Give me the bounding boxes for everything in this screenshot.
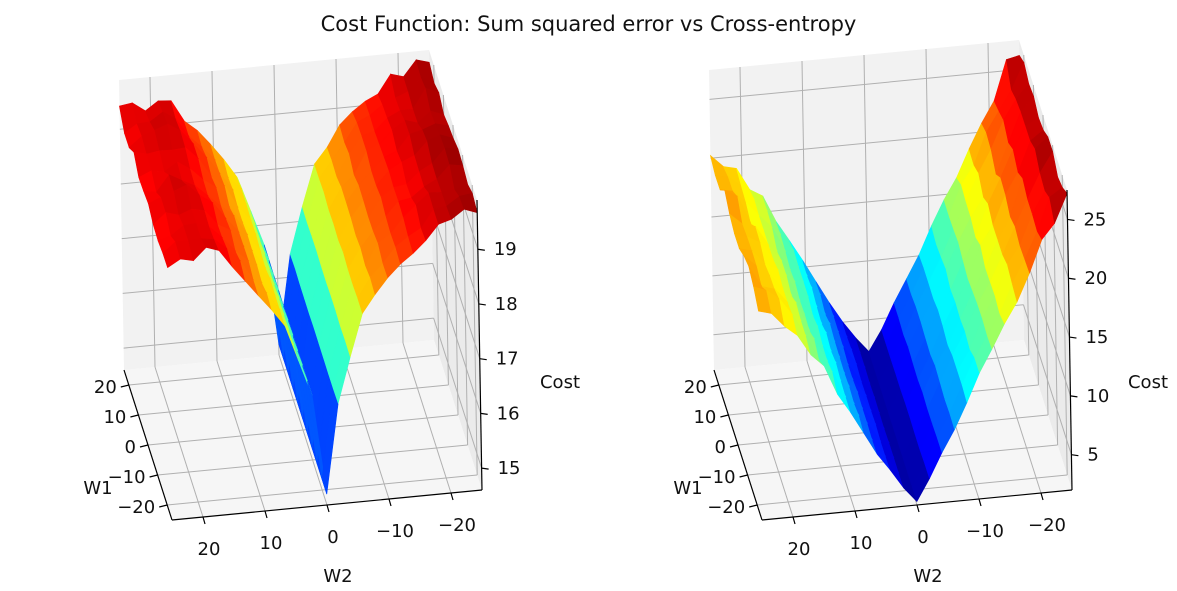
w1-tick-label: −10 <box>698 467 736 488</box>
grid-line <box>128 354 439 386</box>
cost-tick-label: 17 <box>496 349 519 370</box>
w2-tick-label: 10 <box>850 533 873 554</box>
w2-tick <box>1040 492 1044 501</box>
cost-tick <box>479 358 487 361</box>
cost-surface <box>709 55 1068 503</box>
grid-line <box>432 263 482 414</box>
grid-line <box>138 384 449 416</box>
w2-tick-label: −10 <box>376 521 414 542</box>
grid-line <box>157 444 468 476</box>
w1-tick-label: −20 <box>707 497 745 518</box>
w2-tick <box>792 516 796 525</box>
w1-tick-label: 10 <box>693 407 716 428</box>
w2-tick-label: 0 <box>327 527 338 548</box>
cost-tick-label: 16 <box>497 403 520 424</box>
w1-tick <box>710 384 719 388</box>
w2-tick-label: 10 <box>260 533 283 554</box>
w2-tick-label: −20 <box>1028 515 1066 536</box>
cost-tick <box>477 248 485 251</box>
cost-tick <box>1068 277 1076 280</box>
w2-tick <box>264 510 268 519</box>
cost-tick-label: 15 <box>1085 327 1108 348</box>
w1-axis-label: W1 <box>673 478 702 499</box>
cost-tick <box>1070 395 1078 398</box>
cross-entropy-surface-plot: 20 10 0 −10 −20 −20 −10 0 10 20 5 10 15 20 25 W1 W2 Cost <box>673 40 1168 587</box>
cost-tick-label: 5 <box>1087 445 1098 466</box>
w2-tick-label: −20 <box>438 515 476 536</box>
w1-tick <box>159 504 168 508</box>
grid-line <box>1061 174 1068 476</box>
cost-surface <box>119 59 478 495</box>
w1-tick-label: 0 <box>125 437 136 458</box>
w2-axis-label: W2 <box>913 566 942 587</box>
figure-title: Cost Function: Sum squared error vs Cros… <box>320 12 857 36</box>
cost-axis-line <box>476 199 483 491</box>
w1-tick-label: 0 <box>715 437 726 458</box>
cost-axis-line <box>1066 189 1073 491</box>
w2-tick-label: 20 <box>198 539 221 560</box>
w2-tick <box>978 498 982 507</box>
grid-line <box>147 414 459 446</box>
grid-line <box>433 317 483 469</box>
w1-tick-label: −20 <box>117 497 155 518</box>
w2-tick <box>202 516 206 525</box>
cost-axis-label: Cost <box>540 372 580 393</box>
cost-tick <box>480 412 488 415</box>
cost-tick-label: 25 <box>1083 209 1106 230</box>
w1-tick-label: 20 <box>94 377 117 398</box>
cost-tick <box>1069 336 1077 339</box>
cost-tick-label: 15 <box>498 458 521 479</box>
cost-tick-label: 19 <box>494 239 517 260</box>
w1-tick <box>729 444 739 448</box>
grid-line <box>167 474 478 506</box>
cost-tick-label: 10 <box>1086 386 1109 407</box>
w1-tick <box>720 414 729 418</box>
cost-tick <box>1071 454 1079 457</box>
w2-tick-label: 20 <box>788 539 811 560</box>
w1-tick <box>120 384 129 388</box>
cost-tick <box>478 303 486 306</box>
w1-tick <box>130 414 139 418</box>
w2-tick <box>854 510 858 519</box>
cost-tick-label: 20 <box>1084 268 1107 289</box>
w2-axis-label: W2 <box>323 566 352 587</box>
w2-tick-label: 0 <box>917 527 928 548</box>
cost-tick <box>481 467 489 470</box>
w1-axis-label: W1 <box>83 478 112 499</box>
w1-tick <box>739 474 748 478</box>
w2-tick-label: −10 <box>966 521 1004 542</box>
w1-tick-label: 10 <box>103 407 126 428</box>
cost-axis-label: Cost <box>1128 372 1168 393</box>
sse-surface-plot: 20 10 0 −10 −20 −20 −10 0 10 20 15 16 17 18 19 W1 W2 Cost <box>83 50 580 587</box>
w1-tick <box>139 444 149 448</box>
w2-tick <box>326 504 330 513</box>
w2-tick <box>450 492 454 501</box>
cost-tick <box>1067 218 1075 222</box>
grid-line <box>709 68 1020 100</box>
w1-tick-label: 20 <box>684 377 707 398</box>
grid-line <box>431 208 481 359</box>
w1-tick-label: −10 <box>108 467 146 488</box>
w1-tick <box>749 504 758 508</box>
grid-line <box>863 54 870 356</box>
grid-line <box>710 127 1021 159</box>
w2-tick <box>388 498 392 507</box>
w1-tick <box>149 474 158 478</box>
grid-line <box>1022 304 1072 455</box>
w2-tick <box>916 504 920 513</box>
cost-tick-label: 18 <box>495 294 518 315</box>
